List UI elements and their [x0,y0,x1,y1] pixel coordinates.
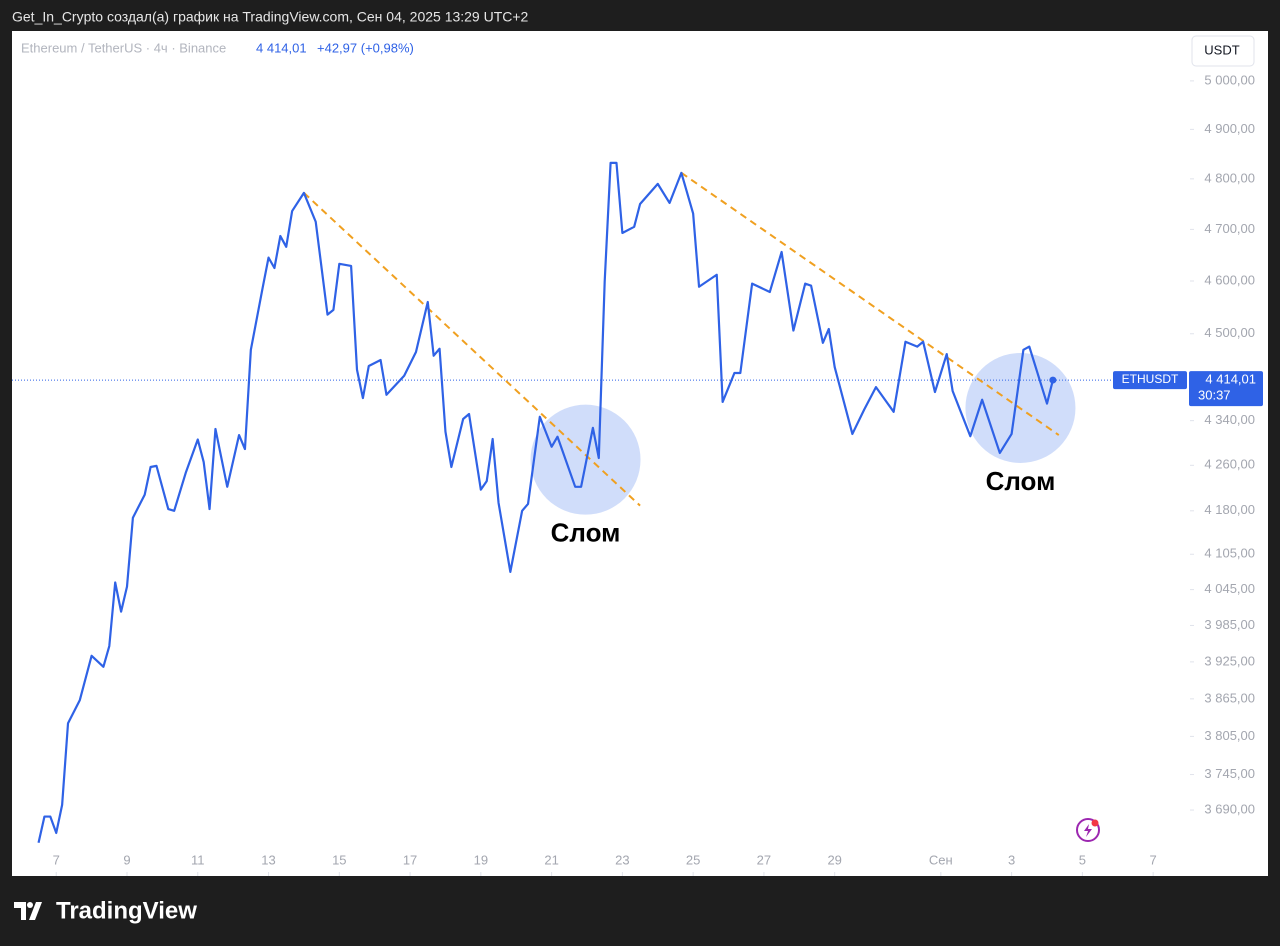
x-tick-label: 15 [332,852,346,867]
x-tick-label: 7 [53,852,60,867]
x-tick-label: 7 [1150,852,1157,867]
legend-change: +42,97 (+0,98%) [317,40,414,55]
currency-button-label[interactable]: USDT [1204,42,1239,57]
y-tick-label: 4 340,00 [1204,412,1255,427]
annotation-label: Слом [551,518,621,548]
x-tick-label: 13 [261,852,275,867]
brand-logo [14,902,42,920]
x-tick-label: 9 [123,852,130,867]
y-tick-label: 4 600,00 [1204,272,1255,287]
y-tick-label: 4 700,00 [1204,221,1255,236]
x-tick-label: 23 [615,852,629,867]
x-tick-label: 11 [191,852,205,867]
brand-name: TradingView [56,897,197,924]
y-tick-label: 5 000,00 [1204,72,1255,87]
icon-dot[interactable] [1091,819,1099,827]
logo-mark [29,902,42,920]
annotation-label: Слом [986,466,1056,496]
y-tick-label: 4 800,00 [1204,170,1255,185]
y-tick-label: 4 900,00 [1204,121,1255,136]
legend-price: 4 414,01 [256,40,307,55]
x-tick-label: 27 [757,852,771,867]
y-tick-label: 3 745,00 [1204,766,1255,781]
trendline [680,172,1060,436]
y-tick-label: 4 260,00 [1204,457,1255,472]
countdown-label: 30:37 [1198,388,1231,403]
icon-ring[interactable] [1076,818,1100,842]
price-line [37,161,1054,844]
symbol-tag-label: ETHUSDT [1122,372,1179,386]
y-tick-label: 3 925,00 [1204,653,1255,668]
y-tick-label: 4 180,00 [1204,502,1255,517]
price-tag [1189,371,1263,407]
header-caption: Get_In_Crypto создал(а) график на Tradin… [12,9,529,25]
x-tick-label: 25 [686,852,700,867]
x-tick-label: 5 [1079,852,1086,867]
y-tick-label: 3 805,00 [1204,728,1255,743]
x-tick-label: 17 [403,852,417,867]
price-tag-label: 4 414,01 [1205,372,1256,387]
trendline [303,192,641,507]
y-tick-label: 3 690,00 [1204,801,1255,816]
x-tick-label: 19 [474,852,488,867]
x-tick-label: Сен [929,852,953,867]
plot: 5 000,00 4 900,00 4 800,00 4 700,00 4 600,00… [12,72,1263,876]
y-tick-label: 4 105,00 [1204,546,1255,561]
x-tick-label: 3 [1008,852,1015,867]
currency-button[interactable] [1191,35,1255,67]
y-tick-label: 3 985,00 [1204,617,1255,632]
y-tick-label: 4 500,00 [1204,325,1255,340]
lightning-icon[interactable] [1076,818,1100,842]
logo-mark [14,902,26,920]
y-tick-label: 3 865,00 [1204,690,1255,705]
icon-bolt[interactable] [1084,824,1092,837]
legend-symbol: Ethereum / TetherUS · 4ч · Binance [21,40,226,55]
x-tick-label: 21 [544,852,558,867]
symbol-tag [1113,371,1187,390]
y-tick-label: 4 045,00 [1204,581,1255,596]
x-tick-label: 29 [827,852,841,867]
logo-mark [27,902,33,908]
last-point [1049,376,1057,384]
